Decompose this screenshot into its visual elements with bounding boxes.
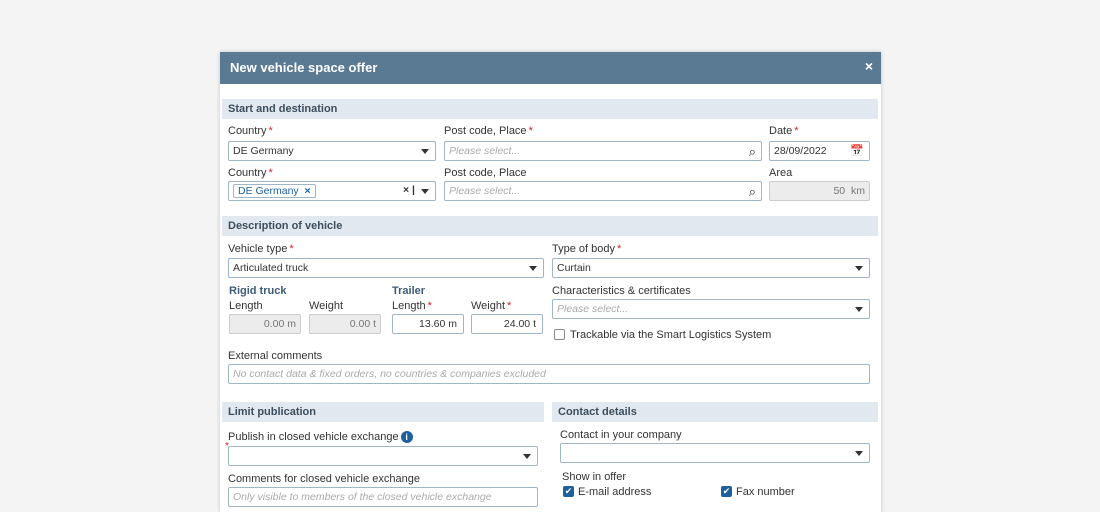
characteristics-label: Characteristics & certificates xyxy=(552,285,691,297)
country1-label: Country * xyxy=(228,125,273,137)
rigid-weight-label: Weight xyxy=(309,300,344,312)
external-comments-label: External comments xyxy=(228,350,323,362)
rigid-truck-heading: Rigid truck xyxy=(229,285,287,297)
vehicle-type-select[interactable]: Articulated truck xyxy=(228,258,544,278)
trackable-label: Trackable via the Smart Logistics System xyxy=(570,329,772,341)
info-icon[interactable]: i xyxy=(400,431,413,443)
place1-label: Post code, Place * xyxy=(444,125,533,137)
clear-icon[interactable]: × | xyxy=(403,184,415,196)
place2-input[interactable]: Please select... ⌕ xyxy=(444,181,762,201)
vehicle-type-label: Vehicle type * xyxy=(228,243,294,255)
date-label: Date * xyxy=(769,125,799,137)
dialog-header: New vehicle space offer × xyxy=(220,52,881,84)
rigid-length-label: Length xyxy=(229,300,263,312)
fax-checkbox[interactable]: ✔ xyxy=(721,486,732,497)
chevron-down-icon xyxy=(529,266,537,271)
body-type-select[interactable]: Curtain xyxy=(552,258,870,278)
chevron-down-icon xyxy=(855,307,863,312)
date-input[interactable]: 28/09/2022 📅 xyxy=(769,141,870,161)
area-label: Area xyxy=(769,167,793,179)
closed-comments-label: Comments for closed vehicle exchange xyxy=(228,473,420,485)
rigid-length-input: 0.00 m xyxy=(229,314,301,334)
close-icon[interactable]: × xyxy=(864,58,873,74)
closed-comments-input[interactable]: Only visible to members of the closed ve… xyxy=(228,487,538,507)
place1-input[interactable]: Please select... ⌕ xyxy=(444,141,762,161)
country2-multiselect[interactable]: DE Germany × × | xyxy=(228,181,436,201)
section-start-destination: Start and destination xyxy=(222,99,878,119)
show-in-offer-label: Show in offer xyxy=(562,471,627,483)
search-icon: ⌕ xyxy=(748,184,756,199)
area-input: 50 km xyxy=(769,181,870,201)
trackable-checkbox[interactable] xyxy=(554,329,565,340)
dialog-title: New vehicle space offer xyxy=(230,60,378,75)
chevron-down-icon xyxy=(421,149,429,154)
publish-select[interactable] xyxy=(228,446,538,466)
chevron-down-icon xyxy=(855,266,863,271)
external-comments-input[interactable]: No contact data & fixed orders, no count… xyxy=(228,364,870,384)
chevron-down-icon xyxy=(855,451,863,456)
country1-select[interactable]: DE Germany xyxy=(228,141,436,161)
search-icon: ⌕ xyxy=(748,144,756,159)
calendar-icon[interactable]: 📅 xyxy=(850,145,864,157)
email-label: E-mail address xyxy=(578,486,652,498)
new-vehicle-offer-dialog: New vehicle space offer × Start and dest… xyxy=(220,52,881,512)
fax-label: Fax number xyxy=(736,486,795,498)
trailer-weight-label: Weight * xyxy=(471,300,512,312)
email-checkbox[interactable]: ✔ xyxy=(563,486,574,497)
trailer-length-label: Length * xyxy=(392,300,432,312)
country-chip: DE Germany × xyxy=(233,184,316,198)
country2-label: Country * xyxy=(228,167,273,179)
rigid-weight-input: 0.00 t xyxy=(309,314,381,334)
section-limit-publication: Limit publication xyxy=(222,402,544,422)
chevron-down-icon xyxy=(421,189,429,194)
remove-chip-icon[interactable]: × xyxy=(301,185,311,197)
publish-label: Publish in closed vehicle exchange i xyxy=(228,431,413,443)
trailer-length-input[interactable]: 13.60 m xyxy=(392,314,464,334)
characteristics-select[interactable]: Please select... xyxy=(552,299,870,319)
chevron-down-icon xyxy=(523,454,531,459)
required-marker: * xyxy=(225,441,229,452)
place2-label: Post code, Place xyxy=(444,167,527,179)
trailer-weight-input[interactable]: 24.00 t xyxy=(471,314,543,334)
section-contact-details: Contact details xyxy=(552,402,878,422)
contact-select[interactable] xyxy=(560,443,870,463)
contact-label: Contact in your company xyxy=(560,429,682,441)
body-type-label: Type of body * xyxy=(552,243,622,255)
section-vehicle: Description of vehicle xyxy=(222,216,878,236)
trailer-heading: Trailer xyxy=(392,285,426,297)
